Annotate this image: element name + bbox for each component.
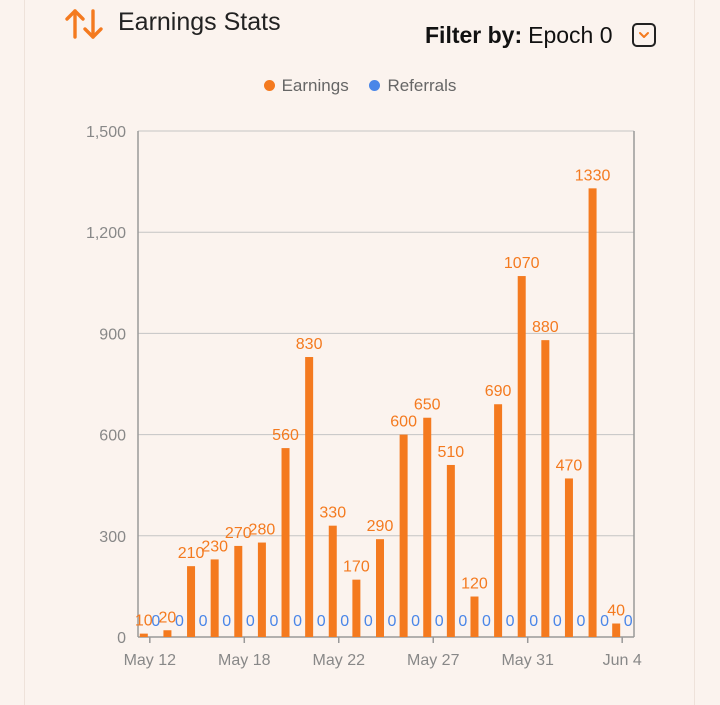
earnings-data-label: 510 (438, 444, 465, 461)
x-tick-label: May 27 (407, 652, 460, 669)
earnings-bar (257, 542, 266, 637)
referrals-data-label: 0 (482, 613, 491, 630)
card-border-right (694, 0, 695, 705)
earnings-bar (399, 434, 408, 637)
referrals-data-label: 0 (246, 613, 255, 630)
earnings-data-label: 210 (178, 545, 205, 562)
referrals-data-label: 0 (553, 613, 562, 630)
earnings-bar (305, 357, 314, 637)
earnings-bar (163, 630, 172, 637)
earnings-bar (376, 539, 384, 637)
earnings-data-label: 1330 (575, 167, 611, 184)
y-tick-label: 0 (117, 630, 126, 647)
x-tick-label: May 31 (501, 652, 554, 669)
referrals-data-label: 0 (435, 613, 444, 630)
legend-label-earnings: Earnings (281, 76, 349, 95)
sort-arrows-icon (65, 9, 103, 39)
x-tick-label: May 12 (124, 652, 177, 669)
earnings-data-label: 40 (607, 603, 625, 620)
earnings-bar (234, 545, 243, 637)
referrals-data-label: 0 (576, 613, 585, 630)
y-tick-label: 1,200 (86, 225, 126, 242)
referrals-data-label: 0 (624, 613, 633, 630)
earnings-bar (139, 633, 148, 637)
x-tick-label: Jun 4 (603, 652, 642, 669)
earnings-bar (423, 417, 432, 637)
earnings-bar (612, 623, 621, 637)
earnings-bar (446, 464, 455, 637)
x-tick-label: May 18 (218, 652, 271, 669)
earnings-bar (517, 276, 526, 637)
chevron-down-icon (639, 32, 649, 38)
legend-swatch-referrals (369, 80, 381, 91)
earnings-data-label: 120 (461, 576, 488, 593)
earnings-bar (564, 478, 573, 637)
y-tick-label: 600 (99, 428, 126, 445)
earnings-data-label: 230 (201, 538, 228, 555)
earnings-bar (328, 525, 337, 637)
referrals-data-label: 0 (458, 613, 467, 630)
legend-swatch-earnings (263, 80, 275, 91)
earnings-bar (541, 340, 550, 637)
earnings-data-label: 330 (319, 505, 346, 522)
filter-control: Filter by: Epoch 0 (425, 22, 613, 49)
x-tick-label: May 22 (313, 652, 366, 669)
earnings-data-label: 830 (296, 336, 323, 353)
filter-value[interactable]: Epoch 0 (528, 22, 613, 48)
filter-label: Filter by: (425, 22, 523, 48)
earnings-data-label: 650 (414, 397, 441, 414)
referrals-data-label: 0 (506, 613, 515, 630)
earnings-bar (470, 596, 479, 637)
earnings-bar (352, 579, 361, 637)
filter-dropdown-button[interactable] (632, 23, 656, 47)
referrals-data-label: 0 (222, 613, 231, 630)
earnings-data-label: 880 (532, 319, 559, 336)
earnings-data-label: 1070 (504, 255, 540, 272)
referrals-data-label: 0 (199, 613, 208, 630)
legend-item-referrals[interactable]: Referrals (369, 76, 456, 96)
earnings-data-label: 600 (390, 414, 417, 431)
earnings-data-label: 560 (272, 427, 299, 444)
earnings-bar (210, 559, 219, 637)
earnings-data-label: 10 (135, 613, 153, 630)
referrals-data-label: 0 (529, 613, 538, 630)
earnings-data-label: 690 (485, 383, 512, 400)
referrals-data-label: 0 (600, 613, 609, 630)
earnings-data-label: 280 (249, 522, 276, 539)
earnings-bar (281, 448, 290, 637)
y-tick-label: 1,500 (86, 124, 126, 141)
page-title: Earnings Stats (118, 8, 281, 36)
referrals-data-label: 0 (151, 613, 160, 630)
legend-item-earnings[interactable]: Earnings (263, 76, 349, 96)
chart-legend: Earnings Referrals (0, 76, 720, 96)
y-tick-label: 900 (99, 326, 126, 343)
referrals-data-label: 0 (388, 613, 397, 630)
earnings-bar (187, 566, 196, 637)
referrals-data-label: 0 (269, 613, 278, 630)
earnings-data-label: 470 (556, 457, 583, 474)
earnings-bar (494, 404, 503, 637)
earnings-data-label: 270 (225, 525, 252, 542)
earnings-data-label: 20 (159, 609, 177, 626)
referrals-data-label: 0 (411, 613, 420, 630)
referrals-data-label: 0 (317, 613, 326, 630)
referrals-data-label: 0 (340, 613, 349, 630)
referrals-data-label: 0 (175, 613, 184, 630)
referrals-data-label: 0 (293, 613, 302, 630)
earnings-data-label: 290 (367, 518, 394, 535)
card-border-left (24, 0, 25, 705)
y-tick-label: 300 (99, 529, 126, 546)
earnings-bar (588, 188, 597, 637)
earnings-data-label: 170 (343, 559, 370, 576)
legend-label-referrals: Referrals (387, 76, 457, 95)
referrals-data-label: 0 (364, 613, 373, 630)
